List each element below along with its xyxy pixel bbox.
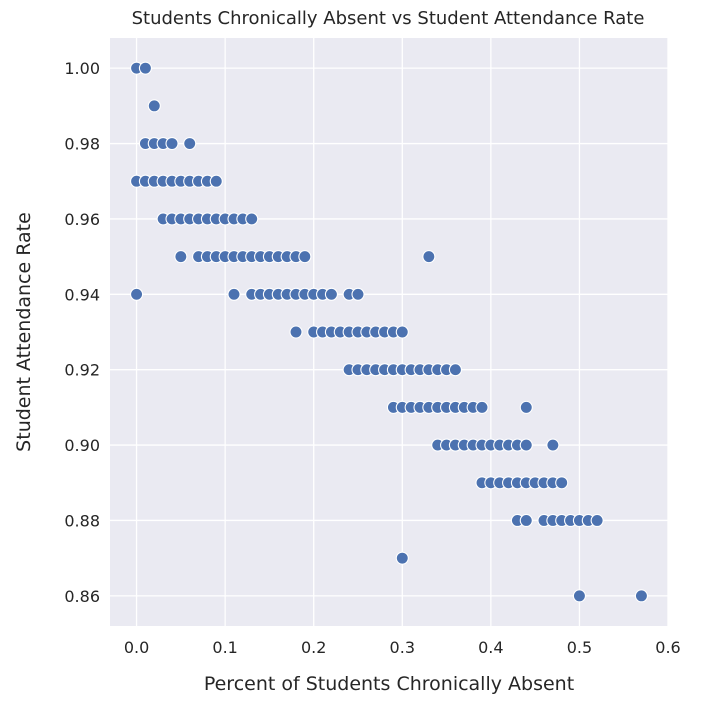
x-tick-label-4: 0.4 <box>478 638 503 657</box>
x-tick-label-1: 0.1 <box>212 638 237 657</box>
data-point-6 <box>165 136 179 151</box>
x-tick-label-5: 0.5 <box>567 638 592 657</box>
data-point-2 <box>147 99 161 113</box>
y-tick-label-0: 0.86 <box>64 587 100 606</box>
y-axis-ticks: 0.86 0.88 0.90 0.92 0.94 0.96 0.98 1.00 <box>64 59 100 606</box>
data-point-105 <box>519 438 533 452</box>
data-point-126 <box>395 551 409 565</box>
data-point-69 <box>395 325 409 339</box>
y-tick-label-7: 1.00 <box>64 59 100 78</box>
data-point-45 <box>227 287 241 301</box>
y-tick-label-5: 0.96 <box>64 210 100 229</box>
x-axis-ticks: 0.0 0.1 0.2 0.3 0.4 0.5 0.6 <box>124 638 681 657</box>
chart-title: Students Chronically Absent vs Student A… <box>132 8 645 29</box>
x-tick-label-6: 0.6 <box>655 638 680 657</box>
data-point-55 <box>324 287 338 301</box>
x-tick-label-3: 0.3 <box>390 638 415 657</box>
y-axis-label: Student Attendance Rate <box>13 212 35 452</box>
data-point-42 <box>298 250 312 264</box>
y-tick-label-3: 0.92 <box>64 361 100 380</box>
data-point-128 <box>634 589 648 603</box>
data-point-1 <box>138 61 152 75</box>
data-point-94 <box>519 400 533 414</box>
data-point-28 <box>245 212 259 226</box>
x-tick-label-2: 0.2 <box>301 638 326 657</box>
data-point-125 <box>590 513 604 528</box>
data-point-82 <box>448 363 462 377</box>
data-points <box>130 61 648 603</box>
data-point-93 <box>475 400 489 414</box>
data-point-58 <box>289 325 303 339</box>
data-point-116 <box>555 476 569 490</box>
data-point-29 <box>174 250 188 264</box>
y-tick-label-4: 0.94 <box>64 285 100 304</box>
data-point-106 <box>546 438 560 452</box>
data-point-127 <box>572 589 586 603</box>
x-tick-label-0: 0.0 <box>124 638 149 657</box>
y-tick-label-1: 0.88 <box>64 511 100 530</box>
data-point-43 <box>422 250 436 264</box>
data-point-44 <box>130 287 144 301</box>
data-point-57 <box>351 287 365 301</box>
data-point-118 <box>519 513 533 528</box>
y-tick-label-2: 0.90 <box>64 436 100 455</box>
data-point-17 <box>209 174 223 188</box>
y-tick-label-6: 0.98 <box>64 135 100 154</box>
x-axis-label: Percent of Students Chronically Absent <box>204 673 574 695</box>
data-point-7 <box>183 136 197 151</box>
